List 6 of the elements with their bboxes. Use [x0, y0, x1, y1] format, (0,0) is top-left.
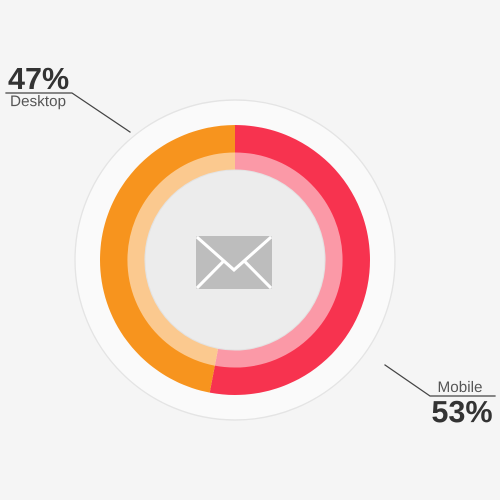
slice-label: Desktop	[11, 95, 66, 110]
data-label: 53%	[432, 400, 492, 422]
slice-label: Mobile	[438, 380, 482, 392]
data-label: 47%	[8, 68, 68, 90]
donut-slice	[100, 125, 235, 393]
donut-slice	[210, 125, 370, 395]
